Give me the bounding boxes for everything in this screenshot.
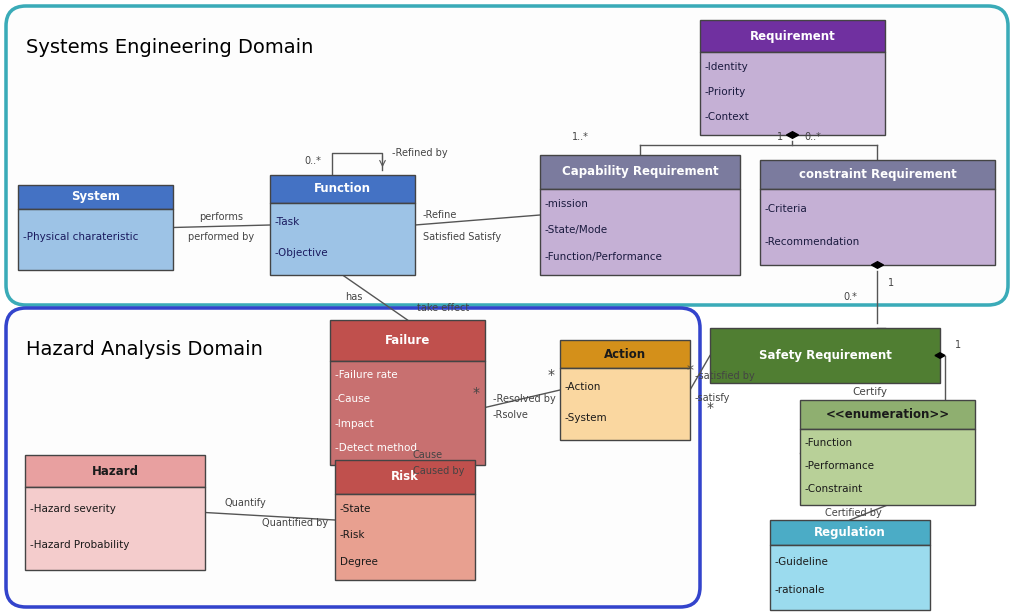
Text: Systems Engineering Domain: Systems Engineering Domain [26, 38, 314, 57]
Text: -Guideline: -Guideline [775, 557, 829, 567]
Text: Function: Function [314, 183, 371, 196]
Text: Risk: Risk [391, 470, 419, 483]
Text: -satisfied by: -satisfied by [695, 371, 755, 381]
Text: Certify: Certify [853, 387, 887, 397]
Text: Failure: Failure [385, 334, 430, 347]
Text: -rationale: -rationale [775, 585, 825, 595]
Text: Quantified by: Quantified by [262, 517, 328, 528]
Text: Hazard Analysis Domain: Hazard Analysis Domain [26, 340, 263, 359]
Text: -Performance: -Performance [805, 461, 875, 471]
FancyBboxPatch shape [760, 189, 995, 265]
Text: 1: 1 [777, 132, 784, 142]
Text: Action: Action [604, 347, 647, 360]
Text: -Constraint: -Constraint [805, 484, 863, 494]
Text: -satisfy: -satisfy [695, 393, 731, 403]
Text: -Objective: -Objective [275, 248, 329, 258]
Text: -Task: -Task [275, 216, 300, 227]
FancyBboxPatch shape [6, 308, 700, 607]
Text: -Function/Performance: -Function/Performance [545, 252, 663, 261]
Text: take effect: take effect [417, 303, 470, 313]
FancyBboxPatch shape [760, 160, 995, 189]
Text: -State: -State [340, 504, 371, 514]
FancyBboxPatch shape [710, 328, 940, 383]
Text: -Resolved by: -Resolved by [493, 394, 556, 405]
Text: System: System [71, 191, 120, 204]
Text: -State/Mode: -State/Mode [545, 226, 608, 236]
FancyBboxPatch shape [330, 360, 485, 465]
FancyBboxPatch shape [335, 460, 475, 494]
FancyBboxPatch shape [700, 20, 885, 52]
FancyBboxPatch shape [270, 175, 415, 203]
Polygon shape [872, 262, 883, 268]
Text: -Refined by: -Refined by [393, 148, 449, 158]
Text: Degree: Degree [340, 557, 378, 566]
Text: Caused by: Caused by [413, 466, 465, 475]
Text: Quantify: Quantify [224, 498, 266, 507]
FancyBboxPatch shape [800, 400, 975, 429]
Text: Hazard: Hazard [91, 464, 138, 478]
Text: Safety Requirement: Safety Requirement [758, 349, 891, 362]
Text: performs: performs [200, 213, 244, 223]
Text: 0..*: 0..* [304, 156, 321, 166]
FancyBboxPatch shape [540, 189, 740, 275]
Text: Requirement: Requirement [750, 30, 835, 42]
Text: -Risk: -Risk [340, 531, 365, 541]
Text: 1..*: 1..* [571, 132, 589, 142]
Text: -Failure rate: -Failure rate [335, 370, 398, 380]
FancyBboxPatch shape [6, 6, 1008, 305]
Text: 0.*: 0.* [843, 292, 858, 301]
Text: *: * [548, 368, 555, 382]
Text: *: * [686, 363, 693, 377]
FancyBboxPatch shape [560, 368, 690, 440]
Text: -Recommendation: -Recommendation [765, 237, 861, 247]
Text: -Detect method: -Detect method [335, 443, 417, 453]
FancyBboxPatch shape [700, 52, 885, 135]
Text: Certified by: Certified by [825, 507, 882, 517]
Text: -Priority: -Priority [705, 87, 746, 97]
Polygon shape [787, 132, 799, 138]
FancyBboxPatch shape [540, 155, 740, 189]
Text: Satisfied Satisfy: Satisfied Satisfy [423, 232, 501, 242]
Text: Capability Requirement: Capability Requirement [561, 165, 719, 178]
Text: -mission: -mission [545, 199, 589, 209]
Text: *: * [473, 386, 480, 400]
Text: -Function: -Function [805, 438, 854, 448]
Text: Regulation: Regulation [814, 526, 886, 539]
Text: 1: 1 [955, 341, 961, 351]
Text: -Cause: -Cause [335, 394, 371, 405]
Text: 0..*: 0..* [804, 132, 821, 142]
Text: -Criteria: -Criteria [765, 204, 808, 214]
Text: -Rsolve: -Rsolve [493, 410, 529, 421]
Text: -Hazard severity: -Hazard severity [30, 504, 116, 514]
FancyBboxPatch shape [770, 520, 930, 546]
Text: -Context: -Context [705, 113, 750, 122]
FancyBboxPatch shape [25, 487, 205, 570]
FancyBboxPatch shape [330, 320, 485, 360]
Text: 1: 1 [887, 278, 893, 288]
FancyBboxPatch shape [800, 429, 975, 505]
FancyBboxPatch shape [25, 455, 205, 487]
FancyBboxPatch shape [270, 203, 415, 275]
Text: -Hazard Probability: -Hazard Probability [30, 540, 129, 550]
FancyBboxPatch shape [18, 185, 173, 209]
Text: <<enumeration>>: <<enumeration>> [825, 408, 950, 421]
Text: performed by: performed by [189, 232, 255, 242]
Text: -Refine: -Refine [423, 210, 458, 220]
FancyBboxPatch shape [770, 546, 930, 610]
Text: constraint Requirement: constraint Requirement [799, 168, 956, 181]
FancyBboxPatch shape [18, 209, 173, 270]
Text: -System: -System [565, 413, 608, 423]
Text: -Identity: -Identity [705, 62, 749, 72]
Text: -Action: -Action [565, 382, 601, 392]
FancyBboxPatch shape [560, 340, 690, 368]
Polygon shape [935, 353, 945, 359]
FancyBboxPatch shape [335, 494, 475, 580]
Text: *: * [706, 401, 714, 415]
Text: -Impact: -Impact [335, 419, 375, 429]
Text: Cause: Cause [413, 450, 444, 459]
Text: -Physical charateristic: -Physical charateristic [23, 232, 138, 242]
Text: has: has [346, 293, 363, 303]
